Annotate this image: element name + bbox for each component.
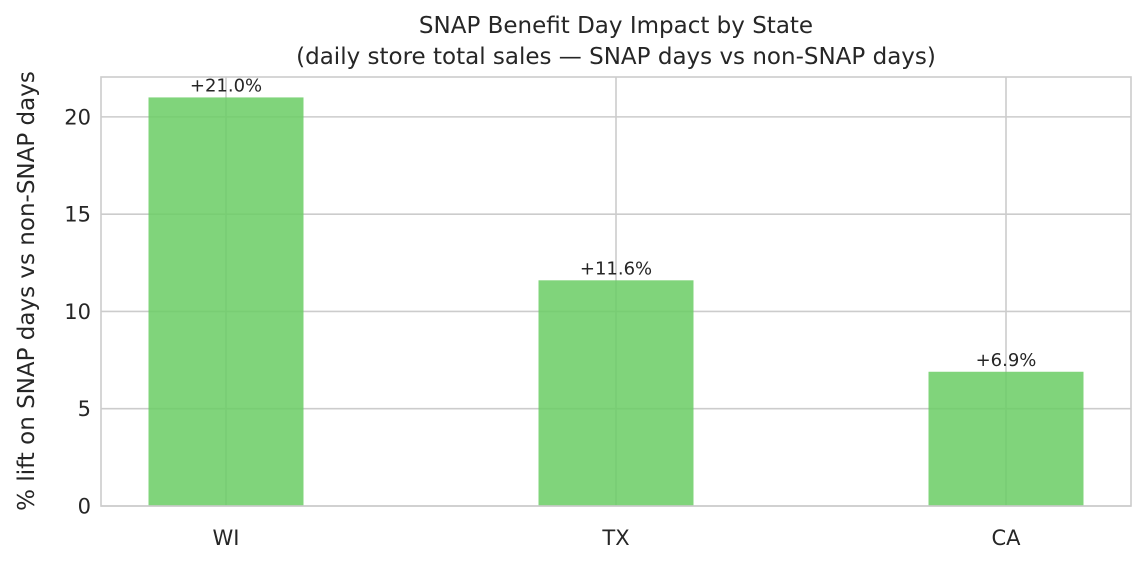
bars	[148, 97, 1084, 506]
x-tick-label-tx: TX	[601, 526, 629, 550]
plot-frame	[100, 76, 1132, 507]
data-label-ca: +6.9%	[976, 350, 1037, 371]
data-labels: +21.0% +11.6% +6.9%	[190, 75, 1037, 370]
x-tick-label-ca: CA	[991, 526, 1021, 550]
y-tick-label: 5	[78, 397, 91, 421]
tick-labels: 0 5 10 15 20 WI TX CA	[64, 105, 1021, 550]
y-tick-label: 10	[64, 300, 91, 324]
bar-tx	[538, 280, 694, 506]
chart-title: SNAP Benefit Day Impact by State	[419, 13, 813, 39]
x-tick-label-wi: WI	[213, 526, 240, 550]
data-label-wi: +21.0%	[190, 75, 262, 96]
y-tick-label: 15	[64, 203, 91, 227]
bar-ca	[928, 371, 1084, 506]
y-tick-label: 0	[78, 495, 91, 519]
data-label-tx: +11.6%	[580, 258, 652, 279]
y-tick-label: 20	[64, 105, 91, 129]
chart-subtitle: (daily store total sales — SNAP days vs …	[296, 44, 936, 70]
y-axis-label: % lift on SNAP days vs non-SNAP days	[14, 71, 40, 511]
bar-wi	[148, 97, 304, 506]
